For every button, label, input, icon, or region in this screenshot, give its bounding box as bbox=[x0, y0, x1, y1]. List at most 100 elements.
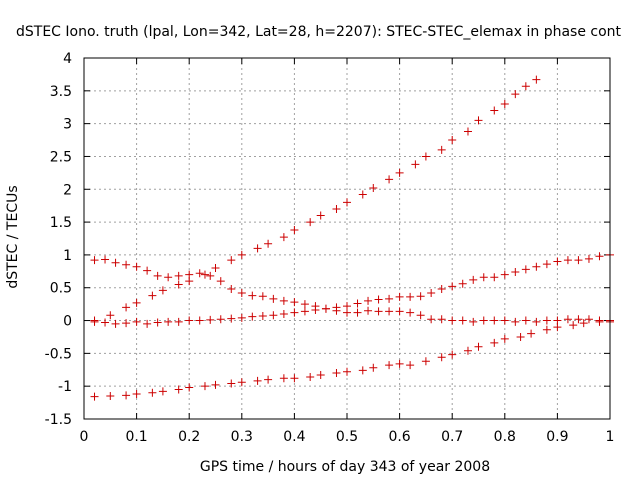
data-point bbox=[269, 311, 278, 320]
data-point bbox=[427, 288, 436, 297]
data-point bbox=[385, 175, 394, 184]
data-point bbox=[164, 273, 173, 282]
data-point bbox=[185, 383, 194, 392]
y-tick-label: 1.5 bbox=[50, 215, 72, 231]
data-point bbox=[164, 317, 173, 326]
data-point bbox=[511, 267, 520, 276]
data-point bbox=[269, 294, 278, 303]
data-point bbox=[211, 264, 220, 273]
data-point bbox=[563, 315, 572, 324]
data-point bbox=[321, 304, 330, 313]
x-tick-label: 0.1 bbox=[125, 429, 147, 445]
data-point bbox=[374, 307, 383, 316]
data-point bbox=[416, 292, 425, 301]
data-point bbox=[385, 294, 394, 303]
data-point bbox=[174, 317, 183, 326]
data-point bbox=[158, 286, 167, 295]
data-point bbox=[474, 342, 483, 351]
y-axis-label: dSTEC / TECUs bbox=[5, 185, 21, 288]
data-point bbox=[227, 285, 236, 294]
data-point bbox=[521, 316, 530, 325]
data-point bbox=[216, 277, 225, 286]
x-tick-label: 1 bbox=[606, 429, 615, 445]
series-4 bbox=[90, 316, 614, 401]
data-point bbox=[490, 338, 499, 347]
data-point bbox=[406, 292, 415, 301]
data-point bbox=[174, 385, 183, 394]
data-point bbox=[416, 311, 425, 320]
data-point bbox=[343, 302, 351, 311]
data-point bbox=[563, 256, 572, 265]
data-point bbox=[469, 317, 478, 326]
x-tick-label: 0 bbox=[80, 429, 89, 445]
y-tick-label: 3 bbox=[63, 117, 72, 133]
data-point bbox=[206, 271, 215, 280]
data-point bbox=[106, 392, 115, 401]
data-point bbox=[185, 316, 194, 325]
x-tick-label: 0.9 bbox=[546, 429, 568, 445]
data-point bbox=[521, 82, 530, 91]
data-point bbox=[143, 319, 152, 328]
data-point bbox=[500, 316, 509, 325]
data-point bbox=[143, 266, 152, 275]
data-point bbox=[490, 273, 499, 282]
data-point bbox=[290, 298, 299, 307]
y-tick-label: 0 bbox=[63, 314, 72, 330]
data-point bbox=[343, 198, 351, 207]
data-point bbox=[469, 275, 478, 284]
data-point bbox=[90, 392, 99, 401]
data-point bbox=[258, 292, 267, 301]
y-tick-label: -1.5 bbox=[45, 412, 72, 428]
data-point bbox=[258, 311, 267, 320]
data-point bbox=[458, 279, 467, 288]
data-point bbox=[306, 218, 315, 227]
y-tick-label: 4 bbox=[63, 51, 72, 67]
data-point bbox=[532, 317, 541, 326]
data-point bbox=[374, 295, 383, 304]
data-point bbox=[111, 258, 120, 267]
data-point bbox=[200, 382, 209, 391]
data-point bbox=[353, 299, 362, 308]
x-axis-label: GPS time / hours of day 343 of year 2008 bbox=[200, 459, 490, 475]
y-tick-label: 2 bbox=[63, 182, 72, 198]
data-point bbox=[132, 298, 141, 307]
data-point bbox=[248, 291, 257, 300]
y-tick-label: 1 bbox=[63, 248, 72, 264]
data-point bbox=[306, 372, 315, 381]
data-point bbox=[532, 75, 541, 84]
data-point bbox=[290, 374, 299, 383]
data-point bbox=[300, 300, 309, 309]
data-point bbox=[300, 307, 309, 316]
x-tick-label: 0.5 bbox=[336, 429, 358, 445]
data-point bbox=[369, 183, 378, 192]
data-point bbox=[490, 106, 499, 115]
data-point bbox=[532, 262, 541, 271]
data-point bbox=[369, 363, 378, 372]
data-point bbox=[311, 306, 320, 315]
data-point bbox=[264, 375, 273, 384]
data-point bbox=[253, 376, 262, 385]
data-point bbox=[132, 262, 141, 271]
data-point bbox=[122, 260, 131, 269]
data-point bbox=[395, 359, 404, 368]
data-point bbox=[158, 387, 167, 396]
data-point bbox=[353, 308, 362, 317]
data-point bbox=[358, 366, 367, 375]
data-point bbox=[248, 312, 257, 321]
data-point bbox=[511, 90, 520, 99]
data-point bbox=[253, 244, 262, 253]
data-point bbox=[385, 307, 394, 316]
data-point bbox=[516, 332, 525, 341]
data-point bbox=[358, 190, 367, 199]
data-point bbox=[500, 334, 509, 343]
data-point bbox=[542, 316, 551, 325]
data-point bbox=[153, 318, 162, 327]
data-point bbox=[132, 390, 141, 399]
data-point bbox=[101, 318, 110, 327]
data-point bbox=[279, 309, 288, 318]
data-point bbox=[574, 256, 583, 265]
x-tick-label: 0.3 bbox=[231, 429, 253, 445]
tick-marks bbox=[83, 57, 611, 420]
y-tick-label: -1 bbox=[58, 379, 72, 395]
data-point bbox=[101, 255, 110, 264]
